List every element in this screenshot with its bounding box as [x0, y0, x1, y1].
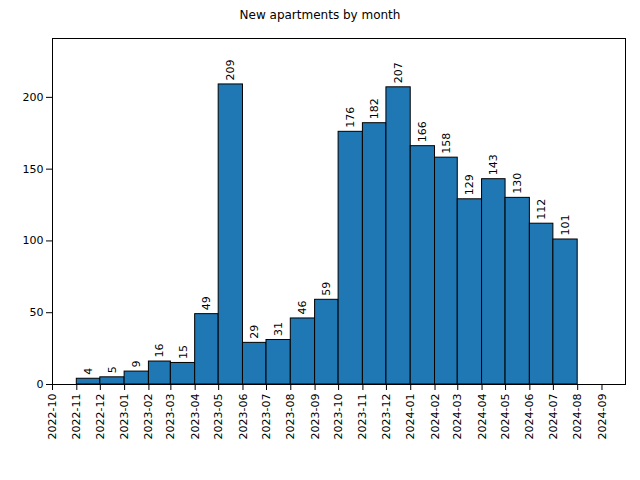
svg-text:100: 100	[23, 234, 44, 247]
svg-text:2024-03: 2024-03	[451, 394, 464, 440]
svg-text:150: 150	[23, 163, 44, 176]
svg-text:2024-04: 2024-04	[476, 394, 489, 440]
svg-text:166: 166	[416, 121, 429, 142]
svg-text:2023-10: 2023-10	[332, 394, 345, 440]
svg-text:15: 15	[177, 345, 190, 359]
svg-text:2023-04: 2023-04	[189, 394, 202, 440]
svg-text:101: 101	[559, 214, 572, 235]
svg-text:200: 200	[23, 91, 44, 104]
svg-text:2024-08: 2024-08	[571, 394, 584, 440]
svg-text:2023-07: 2023-07	[260, 394, 273, 440]
svg-text:46: 46	[296, 300, 309, 314]
svg-text:143: 143	[487, 154, 500, 175]
svg-text:2024-01: 2024-01	[404, 394, 417, 440]
svg-text:59: 59	[320, 282, 333, 296]
html-text:New apartments by month: New apartments by month	[239, 8, 401, 22]
svg-text:49: 49	[200, 296, 213, 310]
svg-text:2023-12: 2023-12	[380, 394, 393, 440]
svg-text:2022-12: 2022-12	[94, 394, 107, 440]
svg-text:2023-02: 2023-02	[142, 394, 155, 440]
svg-text:0: 0	[37, 378, 44, 391]
svg-text:2024-07: 2024-07	[547, 394, 560, 440]
svg-text:2023-11: 2023-11	[356, 394, 369, 440]
svg-text:2023-03: 2023-03	[164, 394, 177, 440]
svg-text:9: 9	[130, 361, 143, 368]
svg-text:2023-09: 2023-09	[309, 394, 322, 440]
svg-text:2024-02: 2024-02	[429, 394, 442, 440]
svg-text:209: 209	[224, 59, 237, 80]
svg-text:2023-05: 2023-05	[212, 394, 225, 440]
svg-text:2024-05: 2024-05	[499, 394, 512, 440]
svg-text:2024-06: 2024-06	[523, 394, 536, 440]
svg-text:2023-01: 2023-01	[118, 394, 131, 440]
svg-text:16: 16	[153, 344, 166, 358]
svg-text:50: 50	[30, 306, 44, 319]
svg-text:129: 129	[463, 174, 476, 195]
svg-text:2022-10: 2022-10	[46, 394, 59, 440]
svg-text:2024-09: 2024-09	[596, 394, 609, 440]
svg-text:207: 207	[392, 62, 405, 83]
svg-text:2023-08: 2023-08	[284, 394, 297, 440]
svg-text:182: 182	[368, 98, 381, 119]
svg-text:2022-11: 2022-11	[70, 394, 83, 440]
svg-text:2023-06: 2023-06	[236, 394, 249, 440]
svg-text:29: 29	[248, 325, 261, 339]
svg-text:112: 112	[535, 199, 548, 220]
svg-text:158: 158	[440, 133, 453, 154]
svg-text:130: 130	[511, 173, 524, 194]
svg-text:5: 5	[106, 366, 119, 373]
svg-text:4: 4	[82, 368, 95, 375]
svg-text:176: 176	[344, 107, 357, 128]
svg-text:31: 31	[272, 322, 285, 336]
